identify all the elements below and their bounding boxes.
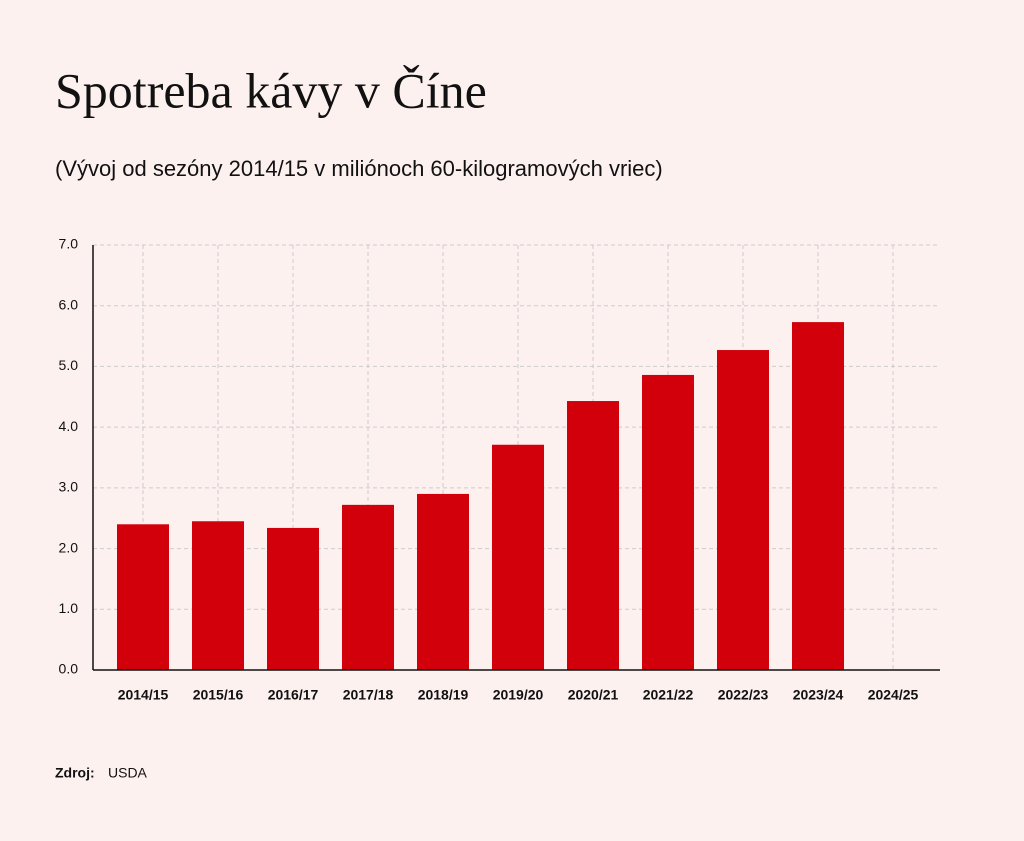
x-tick-label: 2024/25 xyxy=(868,687,919,703)
y-tick-label: 0.0 xyxy=(59,661,79,677)
y-tick-label: 2.0 xyxy=(59,539,79,555)
bar xyxy=(267,527,319,670)
x-tick-label: 2015/16 xyxy=(193,687,244,703)
x-tick-label: 2017/18 xyxy=(343,687,394,703)
y-tick-label: 1.0 xyxy=(59,600,79,616)
y-tick-label: 4.0 xyxy=(59,418,79,434)
x-tick-label: 2022/23 xyxy=(718,687,769,703)
x-tick-label: 2019/20 xyxy=(493,687,544,703)
x-tick-label: 2018/19 xyxy=(418,687,469,703)
x-tick-label: 2023/24 xyxy=(793,687,844,703)
bar xyxy=(792,322,844,670)
chart-subtitle: (Vývoj od sezóny 2014/15 v miliónoch 60-… xyxy=(55,156,663,181)
source-label: Zdroj: xyxy=(55,765,95,781)
bar xyxy=(492,444,544,670)
y-tick-label: 7.0 xyxy=(59,236,79,252)
bar xyxy=(417,493,469,670)
bar xyxy=(342,504,394,670)
chart-title: Spotreba kávy v Číne xyxy=(55,62,487,118)
bar xyxy=(192,521,244,670)
y-tick-label: 5.0 xyxy=(59,357,79,373)
x-tick-label: 2021/22 xyxy=(643,687,694,703)
source: USDA xyxy=(108,765,148,781)
bar xyxy=(717,350,769,670)
y-tick-label: 6.0 xyxy=(59,296,79,312)
x-tick-label: 2020/21 xyxy=(568,687,619,703)
y-tick-label: 3.0 xyxy=(59,479,79,495)
x-tick-label: 2014/15 xyxy=(118,687,169,703)
bar xyxy=(567,401,619,670)
x-tick-label: 2016/17 xyxy=(268,687,319,703)
bar xyxy=(642,374,694,670)
bar xyxy=(117,524,169,670)
